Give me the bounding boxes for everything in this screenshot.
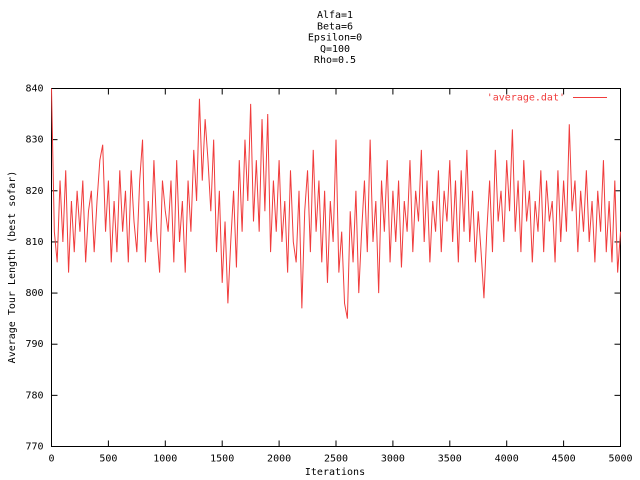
x-axis-label: Iterations xyxy=(305,467,365,478)
y-tick-label: 820 xyxy=(25,186,43,197)
chart-title: Alfa=1 xyxy=(317,10,353,21)
chart-title: Rho=0.5 xyxy=(314,55,356,66)
x-tick-label: 500 xyxy=(99,454,117,465)
x-tick-label: 4000 xyxy=(495,454,519,465)
legend-label: 'average.dat' xyxy=(487,93,565,104)
chart-title: Q=100 xyxy=(320,44,350,55)
y-tick-label: 780 xyxy=(25,390,43,401)
y-tick-label: 770 xyxy=(25,442,43,453)
x-tick-label: 3500 xyxy=(438,454,462,465)
x-tick-label: 2500 xyxy=(324,454,348,465)
y-tick-label: 830 xyxy=(25,135,43,146)
x-tick-label: 0 xyxy=(48,454,54,465)
y-tick-label: 840 xyxy=(25,84,43,95)
data-line xyxy=(51,88,621,319)
x-tick-label: 3000 xyxy=(381,454,405,465)
x-tick-label: 5000 xyxy=(608,454,632,465)
chart-title: Epsilon=0 xyxy=(308,33,362,44)
x-tick-label: 1500 xyxy=(210,454,234,465)
x-tick-label: 1000 xyxy=(153,454,177,465)
y-axis-label: Average Tour Length (best sofar) xyxy=(7,171,18,364)
y-tick-label: 810 xyxy=(25,237,43,248)
x-tick-label: 2000 xyxy=(267,454,291,465)
y-tick-label: 790 xyxy=(25,339,43,350)
chart-title: Beta=6 xyxy=(317,21,353,32)
x-tick-label: 4500 xyxy=(552,454,576,465)
y-tick-label: 800 xyxy=(25,288,43,299)
